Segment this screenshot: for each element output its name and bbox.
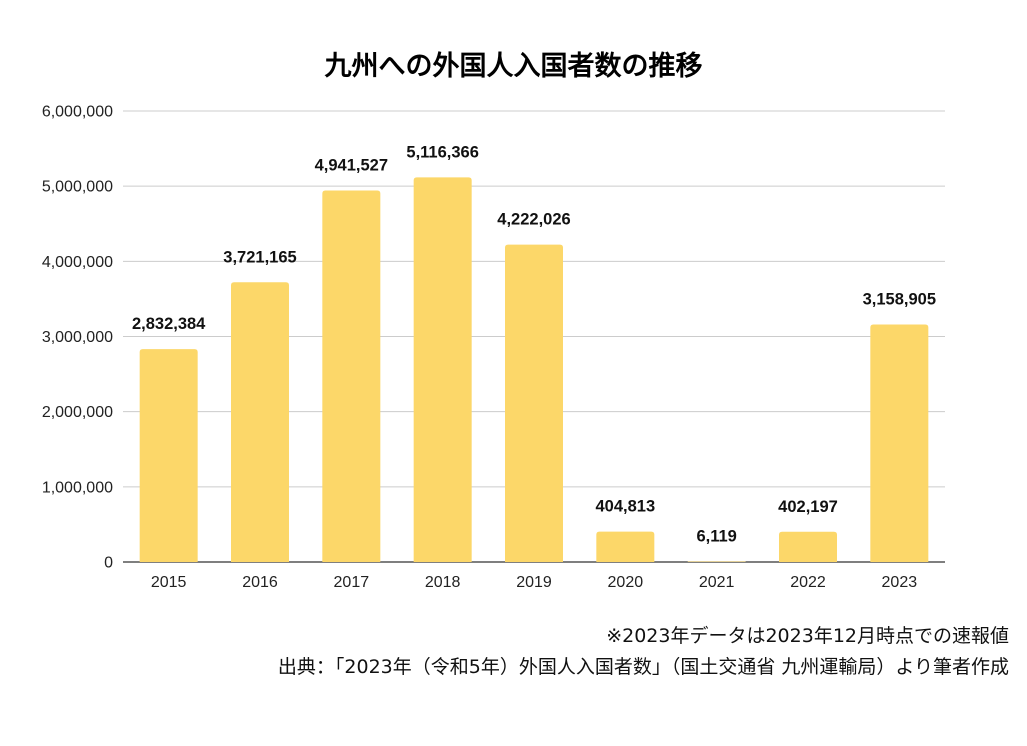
note-provisional: ※2023年データは2023年12月時点での速報値: [606, 625, 1009, 647]
data-label-2018: 5,116,366: [406, 143, 479, 161]
x-tick-label: 2015: [151, 574, 187, 591]
x-tick-label: 2018: [425, 574, 461, 591]
y-tick-label: 3,000,000: [42, 329, 113, 346]
bar-2015: [139, 349, 198, 562]
data-label-2016: 3,721,165: [223, 248, 296, 266]
x-tick-label: 2020: [608, 574, 644, 591]
x-tick-label: 2016: [242, 574, 278, 591]
note-source: 出典：「2023年（令和5年）外国人入国者数」（国土交通省 九州運輸局）より筆者…: [277, 656, 1009, 678]
bar-2016: [231, 282, 289, 562]
y-tick-label: 2,000,000: [42, 404, 113, 421]
y-tick-label: 4,000,000: [42, 254, 113, 271]
data-labels: 2,832,384 3,721,165 4,941,527 5,116,366 4,22…: [132, 143, 936, 545]
x-tick-label: 2019: [516, 574, 552, 591]
bar-2023: [870, 324, 929, 562]
bar-2018: [413, 177, 472, 563]
y-tick-label: 1,000,000: [42, 479, 113, 496]
data-label-2022: 402,197: [778, 498, 838, 516]
y-tick-label: 6,000,000: [42, 104, 113, 121]
chart-title: 九州への外国人入国者数の推移: [324, 51, 703, 82]
x-axis-ticks: 2015 2016 2017 2018 2019 2020 2021 2022 2023: [151, 574, 917, 591]
bar-2019: [505, 244, 563, 562]
data-label-2021: 6,119: [696, 528, 736, 546]
data-label-2015: 2,832,384: [132, 315, 206, 333]
x-tick-label: 2023: [882, 574, 918, 591]
y-axis-ticks: 0 1,000,000 2,000,000 3,000,000 4,000,000 5,0…: [42, 104, 113, 572]
bar-2022: [779, 531, 837, 562]
y-tick-label: 0: [104, 555, 113, 572]
y-tick-label: 5,000,000: [42, 179, 113, 196]
bars: [139, 177, 929, 563]
data-label-2017: 4,941,527: [315, 157, 388, 175]
x-tick-label: 2022: [790, 574, 826, 591]
data-label-2020: 404,813: [596, 498, 656, 516]
x-tick-label: 2021: [699, 574, 735, 591]
data-label-2019: 4,222,026: [497, 211, 570, 229]
bar-2017: [322, 190, 381, 562]
data-label-2023: 3,158,905: [863, 291, 936, 309]
x-tick-label: 2017: [334, 574, 370, 591]
bar-2020: [596, 531, 655, 562]
